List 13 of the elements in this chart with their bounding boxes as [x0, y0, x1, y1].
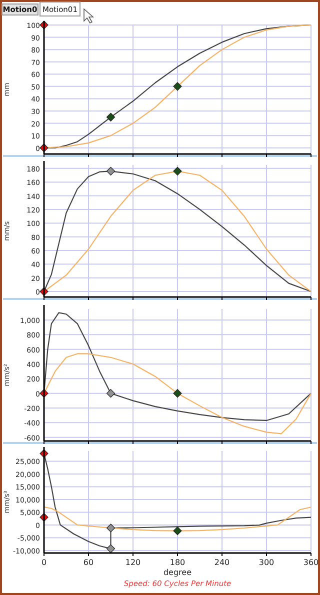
point — [106, 112, 116, 122]
x-tick-label: 0 — [41, 558, 47, 567]
point — [106, 524, 116, 532]
x-tick-label: 240 — [214, 558, 230, 567]
x-axis-title: degree — [163, 568, 192, 577]
point — [106, 544, 116, 553]
x-tick-label: 300 — [258, 558, 274, 567]
x-tick-label: 60 — [83, 558, 94, 567]
point — [173, 82, 182, 91]
x-tick-label: 360 — [303, 558, 319, 567]
x-tick-label: 180 — [170, 558, 186, 567]
point — [173, 526, 182, 536]
x-tick-label: 120 — [125, 558, 141, 567]
